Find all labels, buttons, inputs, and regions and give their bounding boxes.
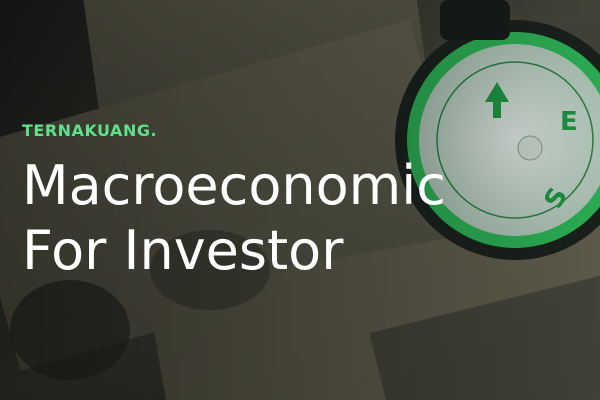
brand: TERNAKUANG. xyxy=(22,121,157,140)
headline-line: Macroeconomic xyxy=(22,154,446,217)
headline-line: For Investor xyxy=(22,219,344,282)
